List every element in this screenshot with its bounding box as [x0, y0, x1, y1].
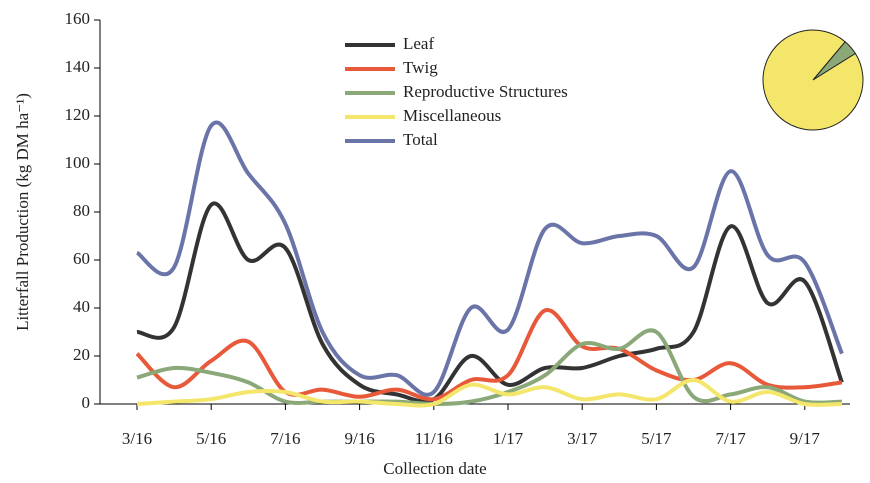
y-tick-label: 0: [82, 393, 91, 412]
series-line: [136, 377, 842, 408]
x-tick-label: 3/17: [567, 429, 598, 448]
legend-label: Total: [403, 130, 438, 149]
series-line: [135, 308, 843, 402]
x-tick-label: 7/17: [715, 429, 746, 448]
y-tick-label: 40: [73, 297, 90, 316]
y-tick-label: 160: [65, 9, 91, 28]
y-axis-title: Litterfall Production (kg DM ha⁻¹): [13, 93, 32, 331]
x-tick-label: 11/16: [415, 429, 453, 448]
x-tick-label: 9/17: [790, 429, 821, 448]
x-tick-label: 5/17: [641, 429, 672, 448]
x-tick-label: 7/16: [270, 429, 300, 448]
x-tick-label: 1/17: [493, 429, 524, 448]
y-tick-label: 120: [65, 105, 91, 124]
x-axis-title: Collection date: [383, 459, 486, 478]
series-line: [136, 328, 842, 406]
y-tick-label: 100: [65, 153, 91, 172]
series-line: [135, 120, 844, 397]
legend-label: Miscellaneous: [403, 106, 501, 125]
pie-slice: [762, 29, 864, 131]
legend-label: Leaf: [403, 34, 434, 53]
legend-label: Reproductive Structures: [403, 82, 568, 101]
y-tick-label: 140: [65, 57, 91, 76]
y-tick-label: 80: [73, 201, 90, 220]
y-tick-label: 20: [73, 345, 90, 364]
y-tick-label: 60: [73, 249, 90, 268]
x-tick-label: 3/16: [122, 429, 152, 448]
x-tick-label: 5/16: [196, 429, 226, 448]
x-tick-label: 9/16: [344, 429, 374, 448]
legend-label: Twig: [403, 58, 438, 77]
series-line: [136, 201, 844, 404]
